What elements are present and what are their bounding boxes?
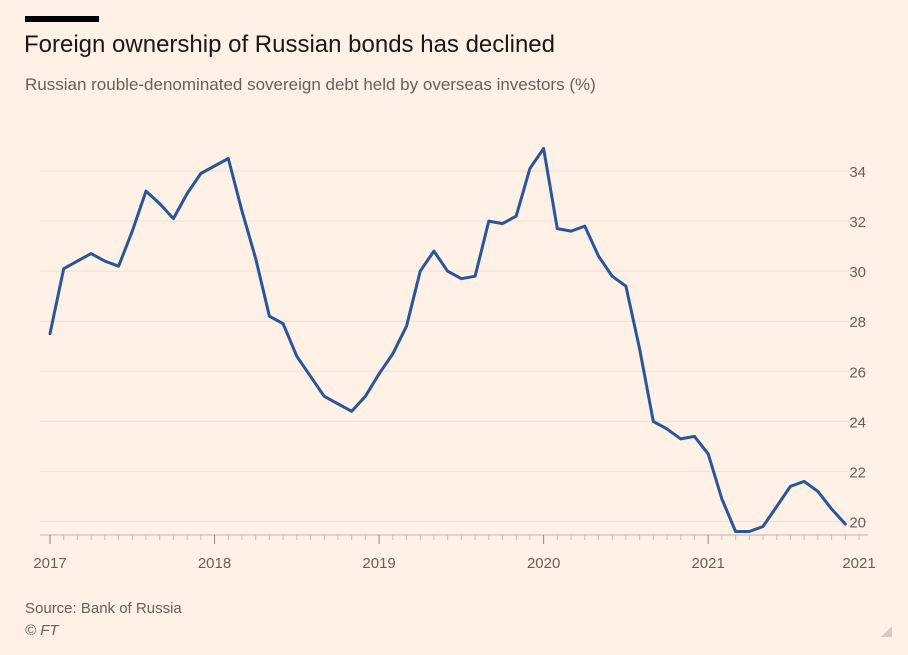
x-tick-label: 2018 [198, 555, 231, 572]
x-axis [40, 534, 868, 544]
series-line-0 [48, 147, 847, 533]
chart-subtitle: Russian rouble-denominated sovereign deb… [25, 75, 596, 94]
y-tick-label: 28 [849, 314, 866, 331]
series-layer [48, 147, 847, 533]
x-axis-labels: 2017 2018 2019 2020 2021 2021 [33, 555, 875, 572]
gridlines [40, 170, 868, 522]
y-tick-label: 26 [849, 364, 866, 381]
y-tick-label: 32 [849, 214, 866, 231]
x-tick-label: 2021 [691, 555, 724, 572]
y-tick-label: 34 [849, 164, 866, 181]
x-tick-label: 2021 [842, 555, 875, 572]
y-tick-label: 24 [849, 414, 866, 431]
y-tick-label: 20 [849, 514, 866, 531]
source-note: Source: Bank of Russia [25, 600, 182, 617]
ft-topbar [25, 16, 99, 22]
x-tick-label: 2017 [33, 555, 66, 572]
y-tick-label: 22 [849, 464, 866, 481]
resize-handle-icon [881, 626, 892, 637]
y-tick-label: 30 [849, 264, 866, 281]
x-tick-label: 2020 [527, 555, 560, 572]
chart-title: Foreign ownership of Russian bonds has d… [24, 31, 555, 58]
x-tick-label: 2019 [362, 555, 395, 572]
y-axis: 20 22 24 26 28 30 32 34 [849, 164, 866, 531]
copyright-note: © FT [25, 622, 59, 639]
